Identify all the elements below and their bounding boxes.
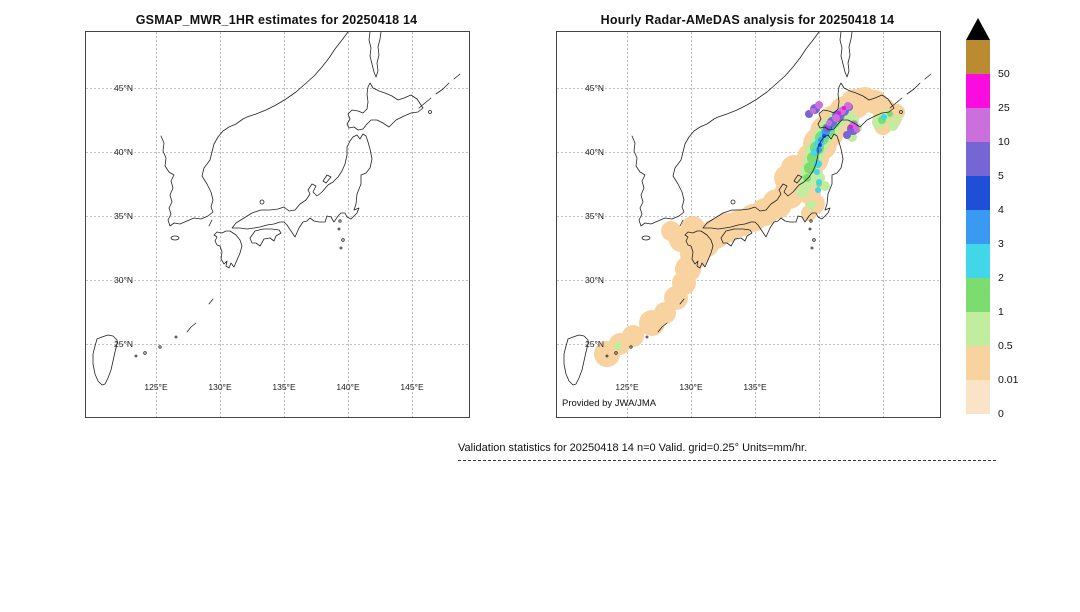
precip-colorbar: 50 25 10 5 4 3 2 1 0.5 0.01 0 bbox=[966, 18, 1036, 420]
colorbar-overflow-triangle bbox=[966, 18, 990, 40]
left-map-panel: 45°N 40°N 35°N 30°N 25°N 125°E 130°E 135… bbox=[85, 31, 470, 418]
lat-tick: 25°N bbox=[114, 339, 133, 349]
colorbar-tick-label: 3 bbox=[998, 238, 1004, 250]
colorbar-segment bbox=[966, 346, 990, 380]
colorbar-segment bbox=[966, 40, 990, 74]
lon-tick: 125°E bbox=[615, 382, 639, 392]
colorbar-segment bbox=[966, 74, 990, 108]
lon-tick: 135°E bbox=[743, 382, 767, 392]
validation-caption: Validation statistics for 20250418 14 n=… bbox=[458, 442, 996, 461]
colorbar-segment bbox=[966, 142, 990, 176]
lat-tick: 25°N bbox=[585, 339, 604, 349]
precip-layer bbox=[594, 87, 905, 367]
colorbar-ticks: 50 25 10 5 4 3 2 1 0.5 0.01 0 bbox=[966, 40, 1036, 420]
colorbar-segment bbox=[966, 210, 990, 244]
colorbar-tick-label: 0 bbox=[998, 408, 1004, 420]
right-panel-title: Hourly Radar-AMeDAS analysis for 2025041… bbox=[600, 13, 895, 27]
colorbar-tick-label: 0.5 bbox=[998, 340, 1013, 352]
colorbar-segment bbox=[966, 176, 990, 210]
data-credit: Provided by JWA/JMA bbox=[562, 398, 657, 409]
lat-tick: 40°N bbox=[114, 147, 133, 157]
colorbar-segment bbox=[966, 244, 990, 278]
lat-tick: 35°N bbox=[114, 211, 133, 221]
lon-tick: 140°E bbox=[336, 382, 360, 392]
colorbar-segment bbox=[966, 312, 990, 346]
lon-tick: 130°E bbox=[208, 382, 232, 392]
colorbar-tick-label: 0.01 bbox=[998, 374, 1019, 386]
colorbar-segments bbox=[966, 40, 990, 414]
right-map-panel: 45°N 40°N 35°N 30°N 25°N 125°E 130°E 135… bbox=[556, 31, 941, 418]
colorbar-tick-label: 25 bbox=[998, 102, 1010, 114]
colorbar-tick-label: 10 bbox=[998, 136, 1010, 148]
lat-tick: 30°N bbox=[114, 275, 133, 285]
colorbar-tick-label: 5 bbox=[998, 170, 1004, 182]
lat-tick: 45°N bbox=[585, 83, 604, 93]
right-map-svg bbox=[557, 32, 940, 417]
colorbar-segment bbox=[966, 380, 990, 414]
left-map-svg bbox=[86, 32, 469, 417]
colorbar-tick-label: 4 bbox=[998, 204, 1004, 216]
lon-tick: 125°E bbox=[144, 382, 168, 392]
lat-tick: 35°N bbox=[585, 211, 604, 221]
colorbar-tick-label: 50 bbox=[998, 68, 1010, 80]
lat-tick: 40°N bbox=[585, 147, 604, 157]
colorbar-segment bbox=[966, 278, 990, 312]
colorbar-tick-label: 2 bbox=[998, 272, 1004, 284]
lat-tick: 45°N bbox=[114, 83, 133, 93]
left-panel-title: GSMAP_MWR_1HR estimates for 20250418 14 bbox=[135, 13, 418, 27]
lat-tick: 30°N bbox=[585, 275, 604, 285]
lon-tick: 135°E bbox=[272, 382, 296, 392]
lon-tick: 130°E bbox=[679, 382, 703, 392]
colorbar-tick-label: 1 bbox=[998, 306, 1004, 318]
colorbar-segment bbox=[966, 108, 990, 142]
lon-tick: 145°E bbox=[400, 382, 424, 392]
